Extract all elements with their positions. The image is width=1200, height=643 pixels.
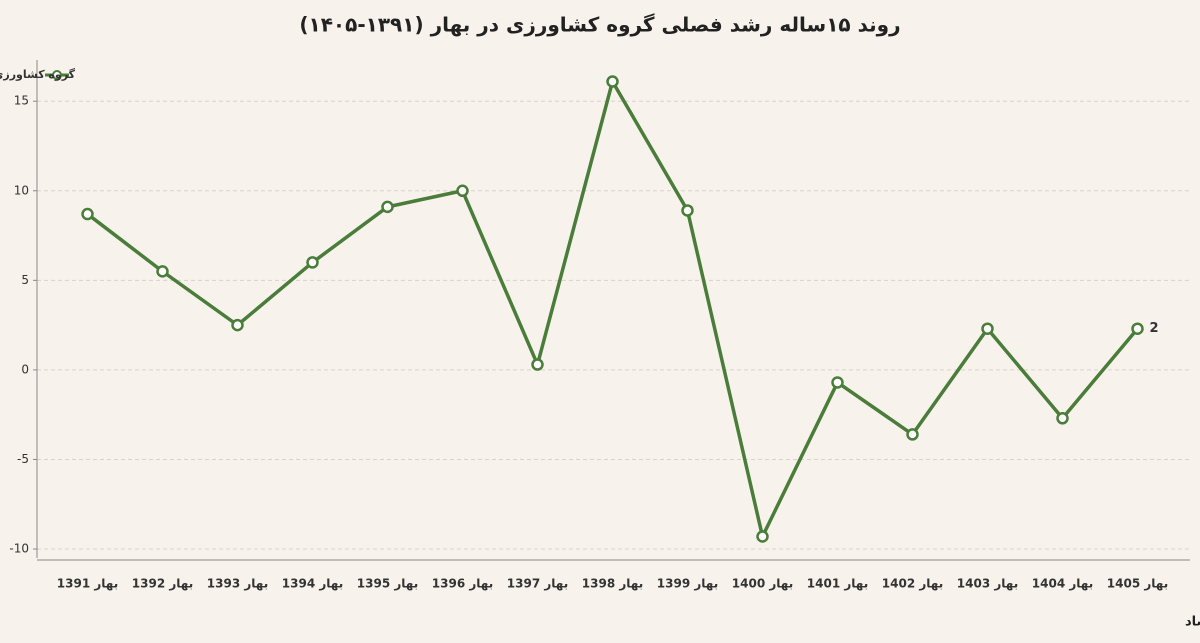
x-tick-label: بهار 1395 (357, 577, 418, 591)
y-tick-label: -5 (17, 452, 29, 466)
point (1131, 322, 1144, 335)
point (756, 530, 769, 543)
point (231, 318, 244, 332)
y-tick-label: 5 (21, 273, 29, 287)
y-tick-label: 15 (14, 94, 29, 108)
x-tick-label: بهار 1393 (207, 577, 268, 591)
point (531, 358, 544, 371)
point (831, 376, 844, 389)
y-tick-label: 10 (14, 183, 29, 197)
x-tick-label: بهار 1399 (657, 577, 718, 591)
x-tick-label: بهار 1405 (1107, 577, 1168, 591)
x-tick-label: بهار 1400 (732, 577, 793, 591)
point (306, 256, 319, 269)
point (156, 265, 169, 278)
data-label: 2 (1150, 321, 1159, 336)
source: منبع: دنیای اقتصاد (1185, 615, 1200, 630)
x-tick-label: بهار 1403 (957, 577, 1018, 591)
point (981, 322, 994, 335)
chart-title: روند ۱۵ساله رشد فصلی گروه کشاورزی در بها… (299, 13, 900, 37)
x-tick-label: بهار 1394 (282, 577, 343, 591)
x-tick-label: بهار 1391 (57, 577, 118, 591)
x-tick-label: بهار 1402 (882, 577, 943, 591)
x-tick-label: بهار 1392 (132, 577, 193, 591)
x-tick-label: بهار 1396 (432, 577, 493, 591)
point (1056, 412, 1069, 425)
x-tick-label: بهار 1404 (1032, 577, 1093, 591)
legend-marker (52, 70, 62, 80)
point (381, 200, 394, 214)
x-tick-label: بهار 1397 (507, 577, 568, 591)
y-tick-label: -10 (9, 542, 29, 556)
point (906, 428, 919, 441)
point (681, 204, 694, 217)
x-tick-label: بهار 1398 (582, 577, 643, 591)
point (81, 207, 94, 221)
x-tick-label: بهار 1401 (807, 577, 868, 591)
point (456, 184, 469, 198)
point (606, 75, 619, 88)
legend-label: گروه کشاورزی (0, 68, 76, 81)
y-tick-label: 0 (21, 362, 29, 376)
